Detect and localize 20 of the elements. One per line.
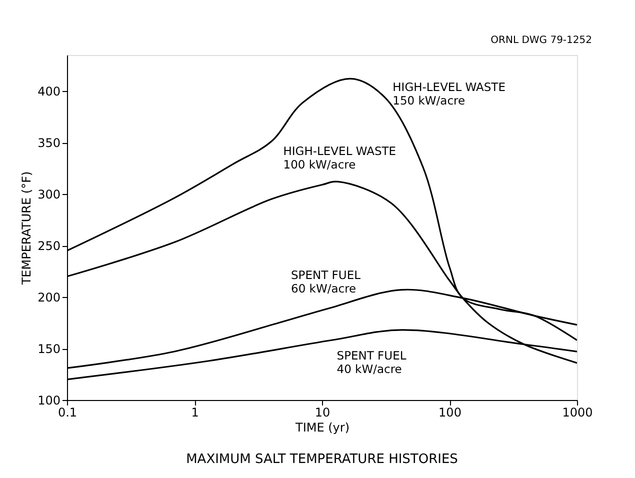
x-tick-label: 1 [191, 406, 199, 420]
y-tick-label: 150 [38, 342, 60, 356]
text: ORNL DWG 79-1252 [490, 35, 592, 46]
annotation: HIGH-LEVEL WASTE 150 kW/acre [392, 80, 506, 108]
y-axis-title: TEMPERATURE (°F) [20, 171, 34, 286]
x-axis-title: TIME (yr) [294, 420, 350, 434]
x-tick-label: 0.1 [58, 406, 78, 420]
y-tick-label: 350 [38, 136, 60, 150]
annotation: HIGH-LEVEL WASTE 100 kW/acre [283, 144, 396, 172]
annotation: SPENT FUEL 60 kW/acre [291, 268, 362, 296]
y-tick-label: 300 [38, 188, 60, 202]
x-tick-label: 10 [314, 406, 330, 420]
y-tick-label: 200 [38, 290, 60, 305]
y-tick-label: 250 [38, 239, 60, 254]
y-tick-label: 400 [38, 84, 60, 99]
x-tick-label: 1000 [562, 406, 593, 420]
annotation: SPENT FUEL 40 kW/acre [336, 348, 407, 376]
x-tick-label: 100 [438, 406, 462, 420]
y-tick-label: 100 [38, 394, 60, 408]
text: MAXIMUM SALT TEMPERATURE HISTORIES [186, 452, 458, 467]
